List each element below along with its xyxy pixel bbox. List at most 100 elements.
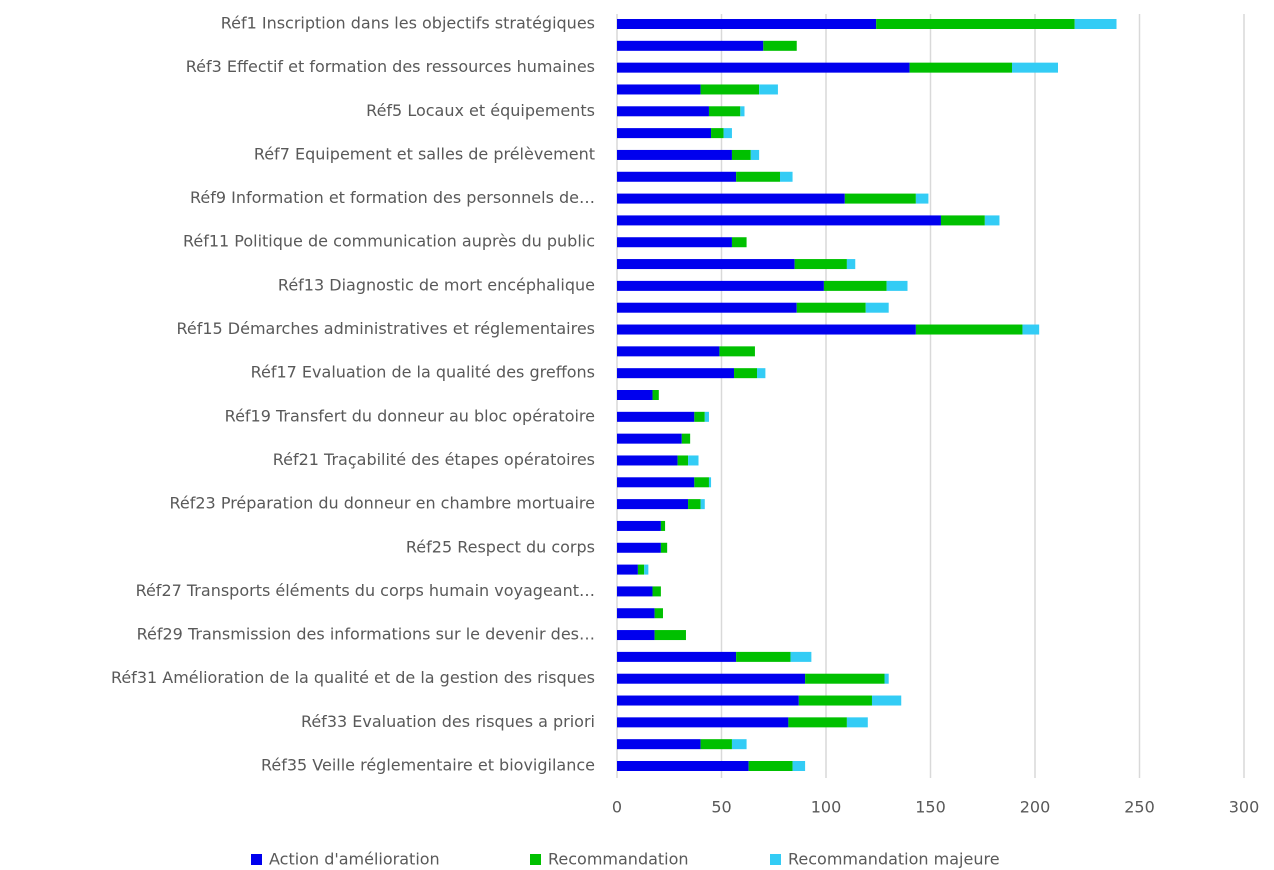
bar-segment: [796, 302, 866, 313]
bar-segment: [617, 302, 797, 313]
bar-segment: [617, 215, 941, 226]
bar-segment: [886, 280, 908, 291]
bar-segment: [617, 128, 712, 139]
legend-label: Recommandation majeure: [788, 850, 1000, 869]
bar-segment: [617, 259, 795, 270]
bar-segment: [617, 171, 737, 182]
y-tick-label: Réf5 Locaux et équipements: [366, 101, 595, 120]
bar-segment: [723, 128, 732, 139]
bar-segment: [790, 651, 812, 662]
bar-segment: [617, 237, 732, 248]
legend-label: Action d'amélioration: [269, 850, 440, 869]
bar-segment: [704, 411, 709, 422]
bar-segment: [750, 149, 760, 160]
bar-segment: [780, 171, 793, 182]
y-tick-label: Réf9 Information et formation des person…: [190, 188, 595, 207]
y-tick-label: Réf7 Equipement et salles de prélèvement: [254, 144, 595, 163]
bar-segment: [694, 477, 709, 488]
bar-segment: [909, 62, 1013, 73]
bar-segment: [708, 106, 741, 117]
bar-segment: [884, 673, 889, 684]
legend-label: Recommandation: [548, 850, 689, 869]
y-tick-label: Réf15 Démarches administratives et régle…: [176, 319, 595, 338]
bar-segment: [736, 651, 791, 662]
bar-segment: [700, 739, 732, 750]
x-tick-label: 300: [1229, 798, 1260, 817]
bar-segment: [915, 324, 1023, 335]
bar-segment: [617, 542, 661, 553]
bar-segment: [1074, 19, 1117, 29]
bar-segment: [617, 106, 709, 117]
bar-segment: [617, 564, 638, 575]
bar-segment: [740, 106, 745, 117]
y-tick-label: Réf17 Evaluation de la qualité des greff…: [251, 363, 595, 382]
bar-segment: [871, 695, 902, 706]
bar-segment: [731, 739, 747, 750]
x-tick-label: 100: [811, 798, 842, 817]
bar-segment: [798, 695, 872, 706]
legend-swatch: [530, 854, 541, 865]
bar-segment: [644, 564, 649, 575]
bar-segment: [660, 542, 668, 553]
bar-segment: [694, 411, 705, 422]
bar-segment: [792, 761, 806, 771]
bar-segment: [617, 520, 661, 531]
bar-segment: [846, 717, 868, 728]
legend-swatch: [251, 854, 262, 865]
bar-segment: [708, 477, 712, 488]
bar-segment: [617, 608, 655, 619]
bar-segment: [617, 695, 799, 706]
x-tick-label: 0: [612, 798, 622, 817]
bar-segment: [736, 171, 781, 182]
bar-segment: [700, 499, 705, 510]
bar-segment: [617, 651, 737, 662]
bar-segment: [617, 346, 720, 357]
y-tick-label: Réf31 Amélioration de la qualité et de l…: [111, 668, 595, 687]
x-tick-label: 150: [915, 798, 946, 817]
bar-segment: [846, 259, 856, 270]
bar-segment: [617, 739, 701, 750]
y-tick-label: Réf21 Traçabilité des étapes opératoires: [273, 450, 595, 469]
bar-segment: [652, 390, 659, 400]
y-tick-label: Réf11 Politique de communication auprès …: [183, 232, 595, 251]
bar-segment: [617, 411, 695, 422]
bar-segment: [759, 84, 778, 95]
bar-segment: [617, 761, 749, 771]
bar-segment: [617, 499, 689, 510]
y-tick-label: Réf33 Evaluation des risques a priori: [301, 712, 595, 731]
bar-segment: [617, 673, 806, 684]
bar-segment: [617, 40, 764, 51]
bar-segment: [788, 717, 847, 728]
bar-segment: [617, 62, 910, 73]
bar-segment: [734, 368, 758, 379]
bar-segment: [794, 259, 847, 270]
bar-segment: [865, 302, 889, 313]
bar-segment: [654, 630, 686, 641]
y-tick-label: Réf13 Diagnostic de mort encéphalique: [278, 275, 595, 294]
bar-segment: [731, 237, 747, 248]
bar-segment: [654, 608, 663, 619]
legend-swatch: [770, 854, 781, 865]
x-tick-label: 250: [1124, 798, 1155, 817]
y-tick-label: Réf35 Veille réglementaire et biovigilan…: [261, 756, 595, 775]
y-tick-label: Réf3 Effectif et formation des ressource…: [186, 57, 595, 76]
bar-segment: [844, 193, 916, 204]
bar-segment: [617, 84, 701, 95]
bar-segment: [915, 193, 929, 204]
bar-segment: [617, 455, 678, 466]
bar-segment: [805, 673, 885, 684]
bar-segment: [940, 215, 985, 226]
bar-segment: [617, 390, 653, 400]
bar-segment: [617, 19, 877, 29]
y-tick-label: Réf19 Transfert du donneur au bloc opéra…: [225, 406, 595, 425]
bar-segment: [711, 128, 724, 139]
bar-segment: [757, 368, 766, 379]
bar-segment: [719, 346, 755, 357]
bar-segment: [660, 520, 666, 531]
bar-segment: [1012, 62, 1058, 73]
y-tick-label: Réf25 Respect du corps: [406, 537, 595, 556]
bar-segment: [617, 368, 735, 379]
bar-segment: [731, 149, 751, 160]
bar-segment: [617, 586, 653, 597]
